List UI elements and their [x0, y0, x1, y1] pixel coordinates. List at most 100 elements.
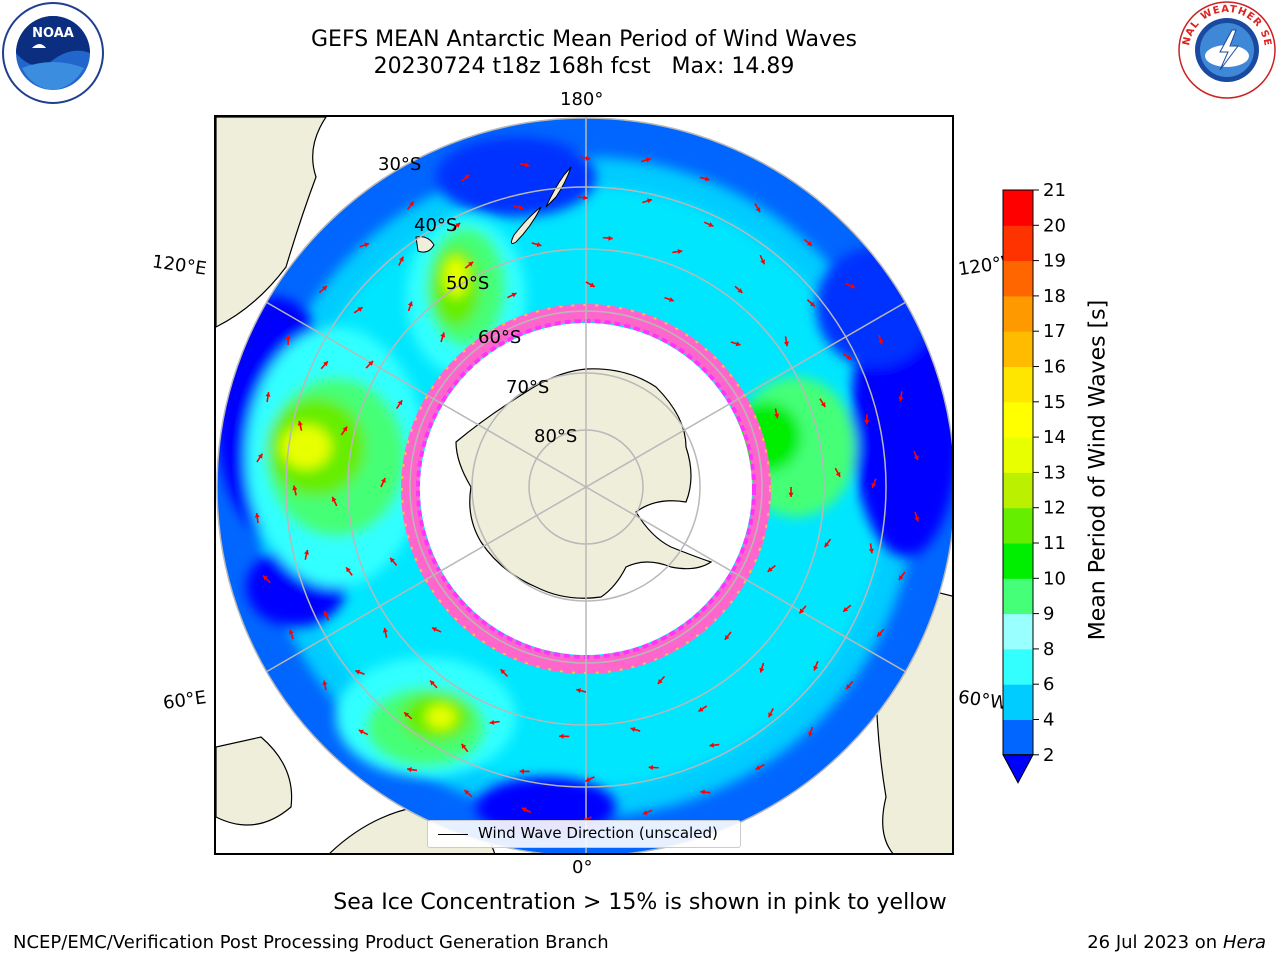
wind-wave-arrowhead [464, 174, 470, 180]
wind-wave-arrowhead [254, 513, 260, 518]
wind-wave-arrowhead [390, 557, 395, 563]
colorbar-cell [1003, 543, 1033, 579]
wind-wave-arrowhead [263, 575, 268, 581]
wind-wave-arrowhead [583, 195, 588, 201]
wind-wave-arrowhead [648, 764, 654, 771]
lat-label-30s: 30°S [378, 154, 421, 175]
wind-wave-arrowhead [355, 669, 361, 675]
lon-label-60e: 60°E [161, 687, 208, 714]
colorbar-tick-label: 9 [1043, 604, 1054, 625]
wind-wave-arrowhead [357, 307, 363, 312]
wind-wave-arrowhead [322, 680, 328, 686]
colorbar-cell [1003, 578, 1033, 615]
wind-wave-arrowhead [868, 548, 874, 554]
lat-label-40s: 40°S [414, 215, 457, 236]
wind-wave-arrowhead [304, 549, 310, 555]
tasmania-land [415, 236, 435, 253]
wind-wave-arrowhead [774, 413, 780, 419]
wind-wave-arrowhead [755, 765, 761, 770]
lon-label-180: 180° [560, 89, 604, 110]
map-panel: 30°S 40°S 50°S 60°S 70°S 80°S Wind Wave … [214, 115, 954, 855]
wind-wave-arrowhead [809, 301, 815, 307]
wind-wave-arrowhead [358, 729, 364, 735]
wind-wave-arrowhead [257, 453, 263, 459]
legend-line-sample [438, 834, 468, 835]
colorbar-tick-label: 15 [1043, 392, 1066, 413]
colorbar-tick-label: 17 [1043, 321, 1066, 342]
colorbar-extend-triangle [1002, 754, 1034, 784]
wind-wave-arrowhead [397, 400, 403, 406]
noaa-logo-text: NOAA [32, 26, 74, 41]
wind-wave-arrowhead [808, 731, 814, 737]
wind-wave-arrowhead [407, 301, 413, 307]
wind-wave-arrowhead [265, 392, 271, 397]
colorbar-tick-label: 20 [1043, 215, 1066, 236]
wind-wave-arrowhead [585, 777, 591, 782]
wind-wave-arrowhead [368, 360, 374, 366]
wind-wave-arrowhead [381, 477, 386, 483]
legend-label: Wind Wave Direction (unscaled) [478, 824, 718, 842]
wind-wave-arrowhead [871, 483, 877, 488]
wind-wave-arrowhead [767, 567, 773, 572]
wind-wave-arrowhead [409, 201, 414, 207]
colorbar: 2 4 6 8 9 10 11 12 13 14 15 16 17 18 19 20 21 [1002, 180, 1066, 784]
colorbar-tick-label: 19 [1043, 251, 1066, 272]
wind-wave-arrowhead [850, 283, 856, 289]
wind-wave-arrowhead [914, 516, 920, 522]
wind-wave-arrowhead [559, 733, 564, 739]
wind-wave-arrowhead [642, 810, 648, 815]
wind-wave-arrowhead [677, 249, 683, 255]
colorbar-tick-label: 14 [1043, 427, 1066, 448]
colorbar-cell [1003, 190, 1033, 226]
wind-wave-arrowhead [755, 207, 761, 213]
wind-wave-arrowhead [342, 426, 348, 432]
lon-label-120e: 120°E [150, 251, 208, 280]
wind-wave-arrowhead [704, 176, 710, 182]
wind-wave-arrowhead [500, 669, 506, 675]
wind-wave-arrowhead [768, 712, 773, 718]
wind-wave-arrowhead [724, 634, 730, 640]
wind-wave-arrowhead [843, 606, 849, 612]
colorbar-tick-label: 8 [1043, 639, 1054, 660]
wind-wave-arrowhead [521, 807, 527, 813]
wind-wave-arrowhead [760, 259, 765, 265]
wind-wave-arrowhead [468, 261, 474, 267]
colorbar-tick-label: 13 [1043, 462, 1066, 483]
wind-wave-arrowhead [346, 567, 351, 573]
wind-wave-arrowhead [878, 339, 884, 345]
wind-wave-arrowhead [323, 611, 329, 617]
wind-wave-arrowhead [331, 496, 337, 502]
wind-wave-arrowhead [589, 282, 595, 288]
wind-wave-arrowhead [382, 627, 388, 633]
wind-wave-arrowhead [898, 396, 904, 402]
lat-label-60s: 60°S [478, 327, 521, 348]
wind-wave-arrowhead [288, 629, 294, 635]
wind-wave-arrowhead [524, 162, 530, 168]
colorbar-cell [1003, 719, 1033, 756]
wind-wave-arrowhead [461, 743, 467, 749]
wind-wave-arrowhead [846, 684, 851, 690]
lat-label-50s: 50°S [446, 273, 489, 294]
wind-wave-arrowhead [788, 492, 794, 497]
colorbar-cell [1003, 225, 1033, 262]
map-legend: Wind Wave Direction (unscaled) [427, 820, 741, 848]
colorbar-tick-label: 12 [1043, 498, 1066, 519]
wind-wave-arrowhead [813, 665, 819, 671]
colorbar-cell [1003, 366, 1033, 403]
colorbar-tick-label: 18 [1043, 286, 1066, 307]
footer-credit: NCEP/EMC/Verification Post Processing Pr… [13, 932, 609, 953]
wind-wave-arrowhead [820, 402, 826, 408]
wind-wave-arrowhead [323, 361, 328, 367]
wind-wave-arrowhead [700, 789, 705, 795]
wind-wave-arrowhead [806, 241, 812, 246]
polar-map: 30°S 40°S 50°S 60°S 70°S 80°S [216, 117, 952, 853]
wind-wave-arrowhead [399, 256, 404, 262]
colorbar-cell [1003, 401, 1033, 438]
colorbar-tick-label: 4 [1043, 710, 1054, 731]
wind-wave-arrowhead [511, 292, 517, 298]
wind-wave-arrowhead [759, 667, 765, 673]
wind-wave-arrowhead [464, 790, 470, 795]
lon-label-0: 0° [572, 857, 593, 878]
wind-wave-arrowhead [864, 420, 870, 425]
wind-wave-arrowhead [455, 222, 461, 228]
